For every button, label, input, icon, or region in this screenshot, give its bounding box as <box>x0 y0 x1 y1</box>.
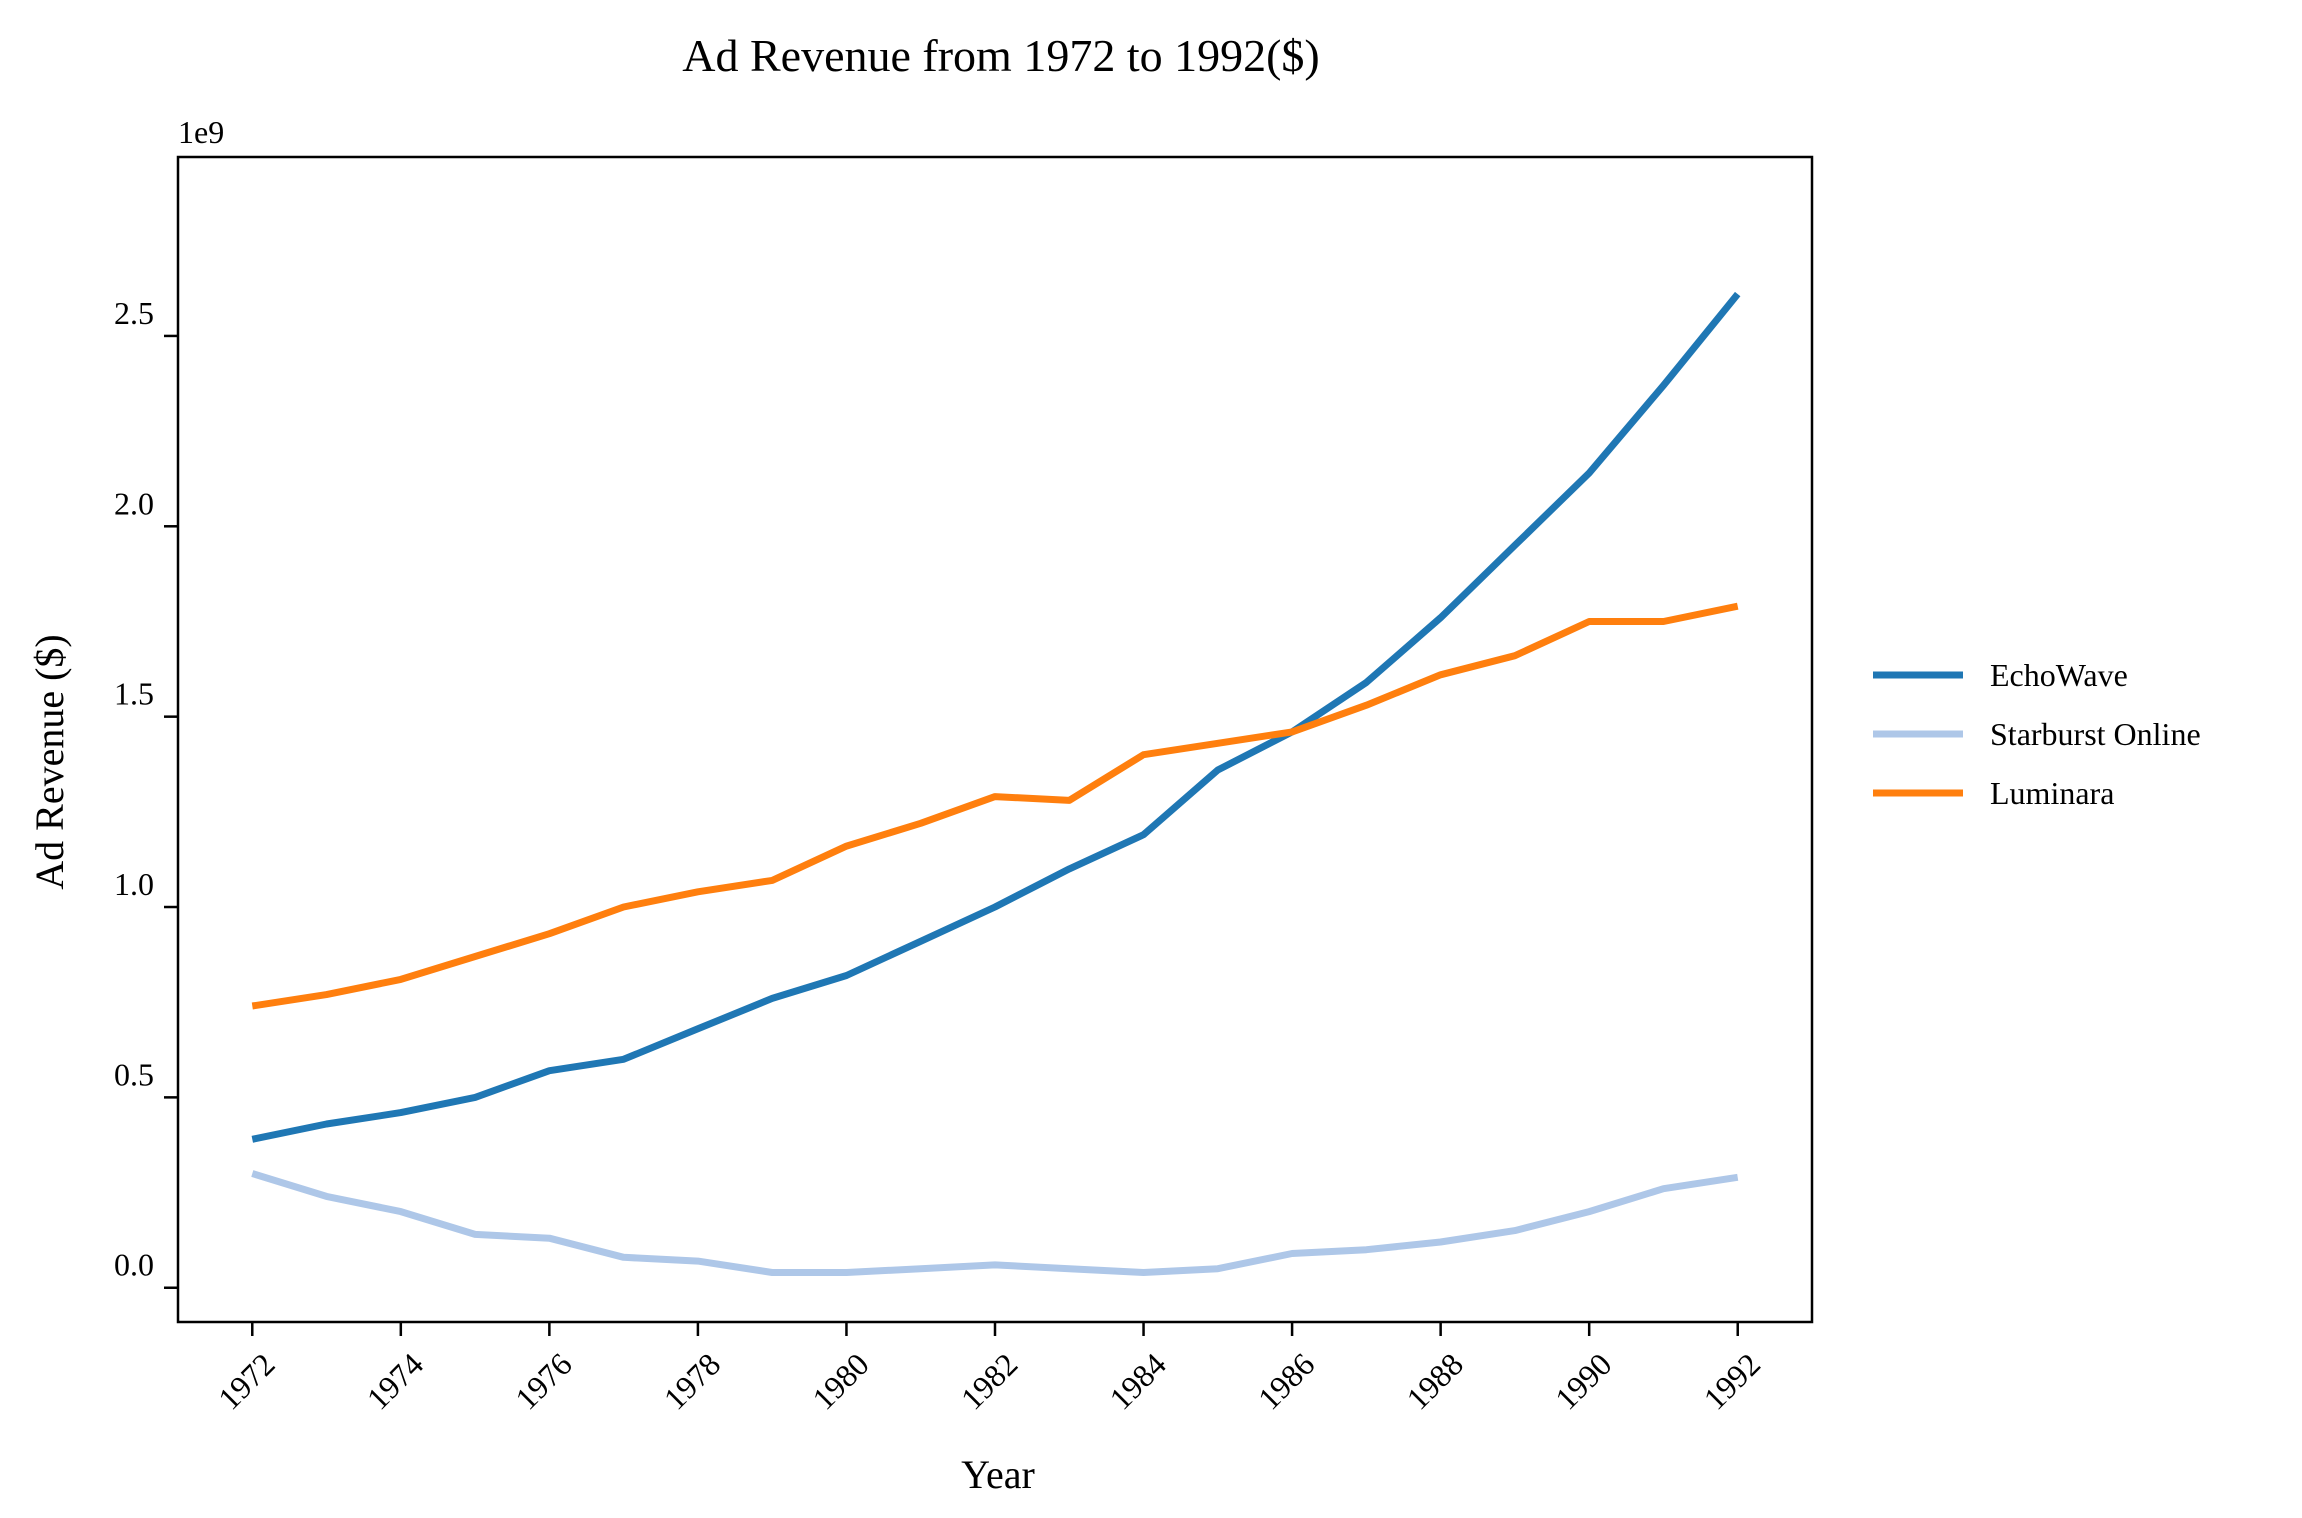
x-tick-label: 1982 <box>954 1346 1025 1417</box>
y-axis-ticks: 0.0 0.5 1.0 1.5 2.0 2.5 <box>114 295 178 1289</box>
y-tick-label: 2.5 <box>114 295 154 331</box>
y-tick-label: 1.5 <box>114 676 154 712</box>
x-tick-label: 1992 <box>1696 1346 1767 1417</box>
x-axis-title: Year <box>961 1452 1035 1497</box>
y-tick-label: 0.0 <box>114 1247 154 1283</box>
series-line-echowave <box>251 291 1741 1143</box>
chart-title: Ad Revenue from 1972 to 1992($) <box>682 30 1320 81</box>
x-axis-ticks: 1972 1974 1976 1978 1980 1982 1984 1986 1988 1990… <box>211 1322 1767 1417</box>
series-layer <box>251 291 1741 1276</box>
legend-label: EchoWave <box>1990 657 2128 693</box>
plot-area-frame <box>176 155 1814 1324</box>
y-axis-offset-label: 1e9 <box>178 114 224 150</box>
x-tick-label: 1988 <box>1399 1346 1470 1417</box>
x-tick-label: 1978 <box>657 1346 728 1417</box>
x-tick-label: 1972 <box>211 1346 282 1417</box>
legend-label: Luminara <box>1990 775 2114 811</box>
x-tick-label: 1980 <box>805 1346 876 1417</box>
legend-label: Starburst Online <box>1990 716 2201 752</box>
x-tick-label: 1986 <box>1251 1346 1322 1417</box>
x-tick-label: 1990 <box>1548 1346 1619 1417</box>
y-tick-label: 1.0 <box>114 866 154 902</box>
x-tick-label: 1976 <box>508 1346 579 1417</box>
x-tick-label: 1974 <box>359 1346 430 1417</box>
y-tick-label: 0.5 <box>114 1056 154 1092</box>
legend: EchoWave Starburst Online Luminara <box>1873 657 2201 811</box>
y-axis-title: Ad Revenue ($) <box>27 634 72 889</box>
series-line-luminara <box>251 602 1739 1010</box>
y-tick-label: 2.0 <box>114 485 154 521</box>
series-line-starburst-online <box>251 1170 1739 1276</box>
x-tick-label: 1984 <box>1102 1346 1173 1417</box>
